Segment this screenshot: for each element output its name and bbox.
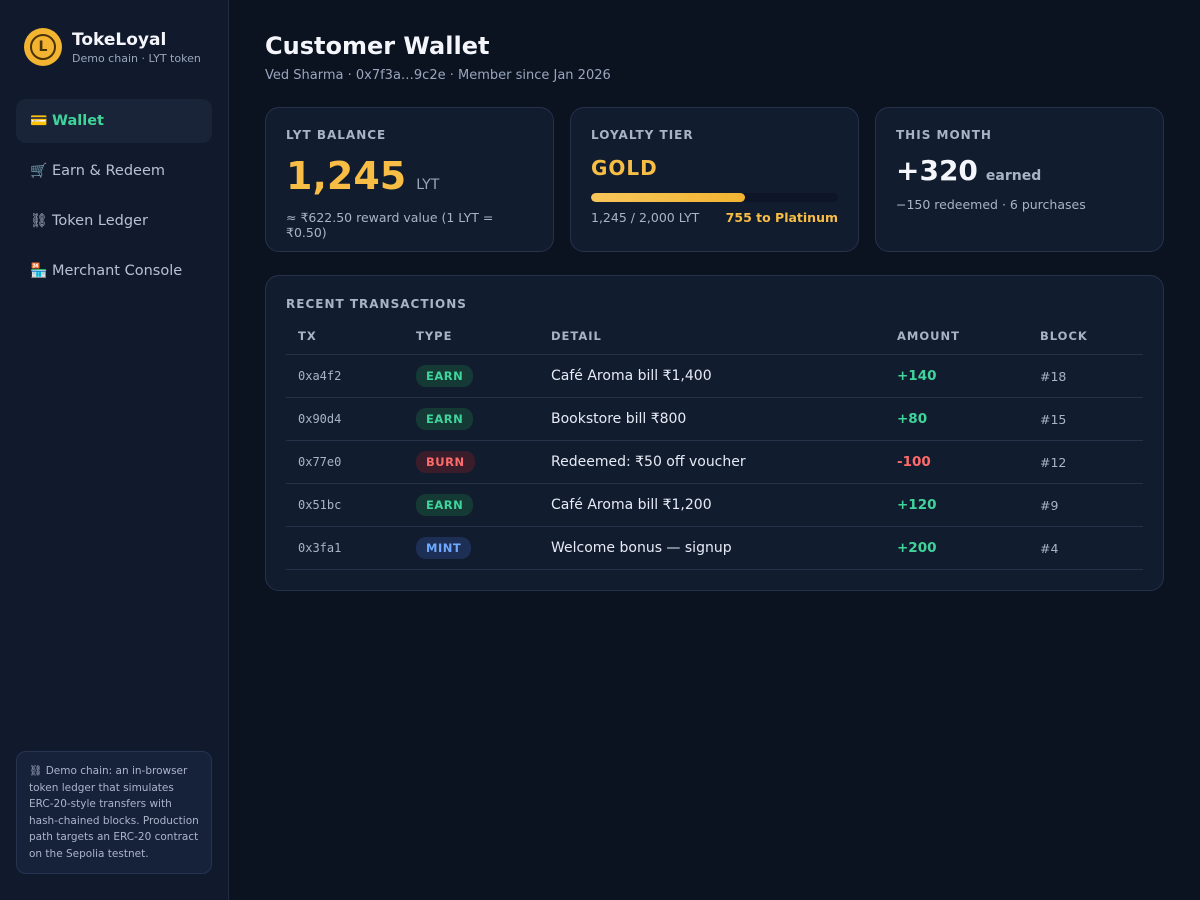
tx-detail: Bookstore bill ₹800 [539,397,885,441]
column-header-amount: AMOUNT [885,329,1028,355]
tx-amount: +200 [885,526,1028,570]
tx-block: #15 [1028,397,1143,441]
tx-hash: 0xa4f2 [286,354,404,398]
brand-name: TokeLoyal [72,29,167,50]
month-earned-label: earned [985,168,1042,184]
transactions-card: RECENT TRANSACTIONS TX TYPE DETAIL AMOUN… [265,275,1164,591]
demo-chain-note: ⛓ Demo chain: an in-browser token ledger… [16,751,212,874]
sidebar-item-merchant-console[interactable]: 🏪 Merchant Console [16,249,212,293]
cart-icon: 🛒 [30,163,48,179]
month-summary: −150 redeemed · 6 purchases [896,197,1086,212]
month-label: THIS MONTH [896,128,992,142]
tx-block: #4 [1028,526,1143,570]
table-row[interactable]: 0x51bc EARN Café Aroma bill ₹1,200 +120 … [286,483,1143,527]
sidebar-item-label: Wallet [52,113,104,129]
tx-block: #18 [1028,354,1143,398]
sidebar-item-label: Token Ledger [52,213,148,229]
month-card: THIS MONTH +320 earned −150 redeemed · 6… [875,107,1164,252]
tier-progress-bar [591,193,838,202]
brand-logo-letter: L [30,34,56,60]
tx-hash: 0x77e0 [286,440,404,484]
brand-subtitle: Demo chain · LYT token [72,51,201,65]
tx-detail: Redeemed: ₹50 off voucher [539,440,885,484]
transactions-title: RECENT TRANSACTIONS [286,297,467,311]
stats-row: LYT BALANCE 1,245 LYT ≈ ₹622.50 reward v… [265,107,1164,252]
store-icon: 🏪 [30,263,48,279]
demo-chain-note-text: Demo chain: an in-browser token ledger t… [29,765,199,860]
tier-progress-text: 1,245 / 2,000 LYT [591,210,700,225]
tier-progress-fill [591,193,745,202]
balance-unit: LYT [416,177,440,193]
sidebar-item-earn-redeem[interactable]: 🛒 Earn & Redeem [16,149,212,193]
type-badge: EARN [416,494,474,516]
table-header-row: TX TYPE DETAIL AMOUNT BLOCK [286,329,1143,355]
table-row[interactable]: 0x3fa1 MINT Welcome bonus — signup +200 … [286,526,1143,570]
type-badge: EARN [416,365,474,387]
reward-value: ≈ ₹622.50 reward value (1 LYT = ₹0.50) [286,210,494,240]
column-header-detail: DETAIL [539,329,885,355]
month-earned-value: +320 [896,154,978,187]
column-header-type: TYPE [404,329,539,355]
column-header-tx: TX [286,329,404,355]
type-badge: MINT [416,537,472,559]
main-content: Customer Wallet Ved Sharma · 0x7f3a…9c2e… [229,0,1200,900]
column-header-block: BLOCK [1028,329,1143,355]
tx-detail: Café Aroma bill ₹1,400 [539,354,885,398]
credit-card-icon: 💳 [30,113,48,129]
balance-value: 1,245 [286,154,407,198]
tx-detail: Café Aroma bill ₹1,200 [539,483,885,527]
tier-name: GOLD [591,156,658,180]
tx-amount: -100 [885,440,1028,484]
table-row[interactable]: 0x90d4 EARN Bookstore bill ₹800 +80 #15 [286,397,1143,441]
brand[interactable]: L TokeLoyal Demo chain · LYT token [16,28,212,66]
tier-next-text: 755 to Platinum [725,210,838,225]
table-row[interactable]: 0xa4f2 EARN Café Aroma bill ₹1,400 +140 … [286,354,1143,398]
sidebar-item-label: Merchant Console [52,263,183,279]
page-subtitle: Ved Sharma · 0x7f3a…9c2e · Member since … [265,68,611,83]
tx-block: #12 [1028,440,1143,484]
type-badge: BURN [416,451,475,473]
tx-hash: 0x90d4 [286,397,404,441]
sidebar-item-label: Earn & Redeem [52,163,165,179]
chain-icon: ⛓ [30,213,48,229]
type-badge: EARN [416,408,474,430]
tier-card: LOYALTY TIER GOLD 1,245 / 2,000 LYT 755 … [570,107,859,252]
tx-amount: +120 [885,483,1028,527]
sidebar-item-wallet[interactable]: 💳 Wallet [16,99,212,143]
tx-detail: Welcome bonus — signup [539,526,885,570]
balance-label: LYT BALANCE [286,128,387,142]
tx-amount: +140 [885,354,1028,398]
page-title: Customer Wallet [265,32,490,60]
transactions-table: TX TYPE DETAIL AMOUNT BLOCK 0xa4f2 EARN … [286,329,1143,570]
sidebar-nav: 💳 Wallet 🛒 Earn & Redeem ⛓ Token Ledger … [16,99,212,293]
tx-block: #9 [1028,483,1143,527]
brand-logo-icon: L [24,28,62,66]
tx-amount: +80 [885,397,1028,441]
tx-hash: 0x51bc [286,483,404,527]
balance-card: LYT BALANCE 1,245 LYT ≈ ₹622.50 reward v… [265,107,554,252]
sidebar: L TokeLoyal Demo chain · LYT token 💳 Wal… [0,0,229,900]
tx-hash: 0x3fa1 [286,526,404,570]
sidebar-item-token-ledger[interactable]: ⛓ Token Ledger [16,199,212,243]
chain-icon: ⛓ [29,765,43,777]
tier-label: LOYALTY TIER [591,128,694,142]
table-row[interactable]: 0x77e0 BURN Redeemed: ₹50 off voucher -1… [286,440,1143,484]
